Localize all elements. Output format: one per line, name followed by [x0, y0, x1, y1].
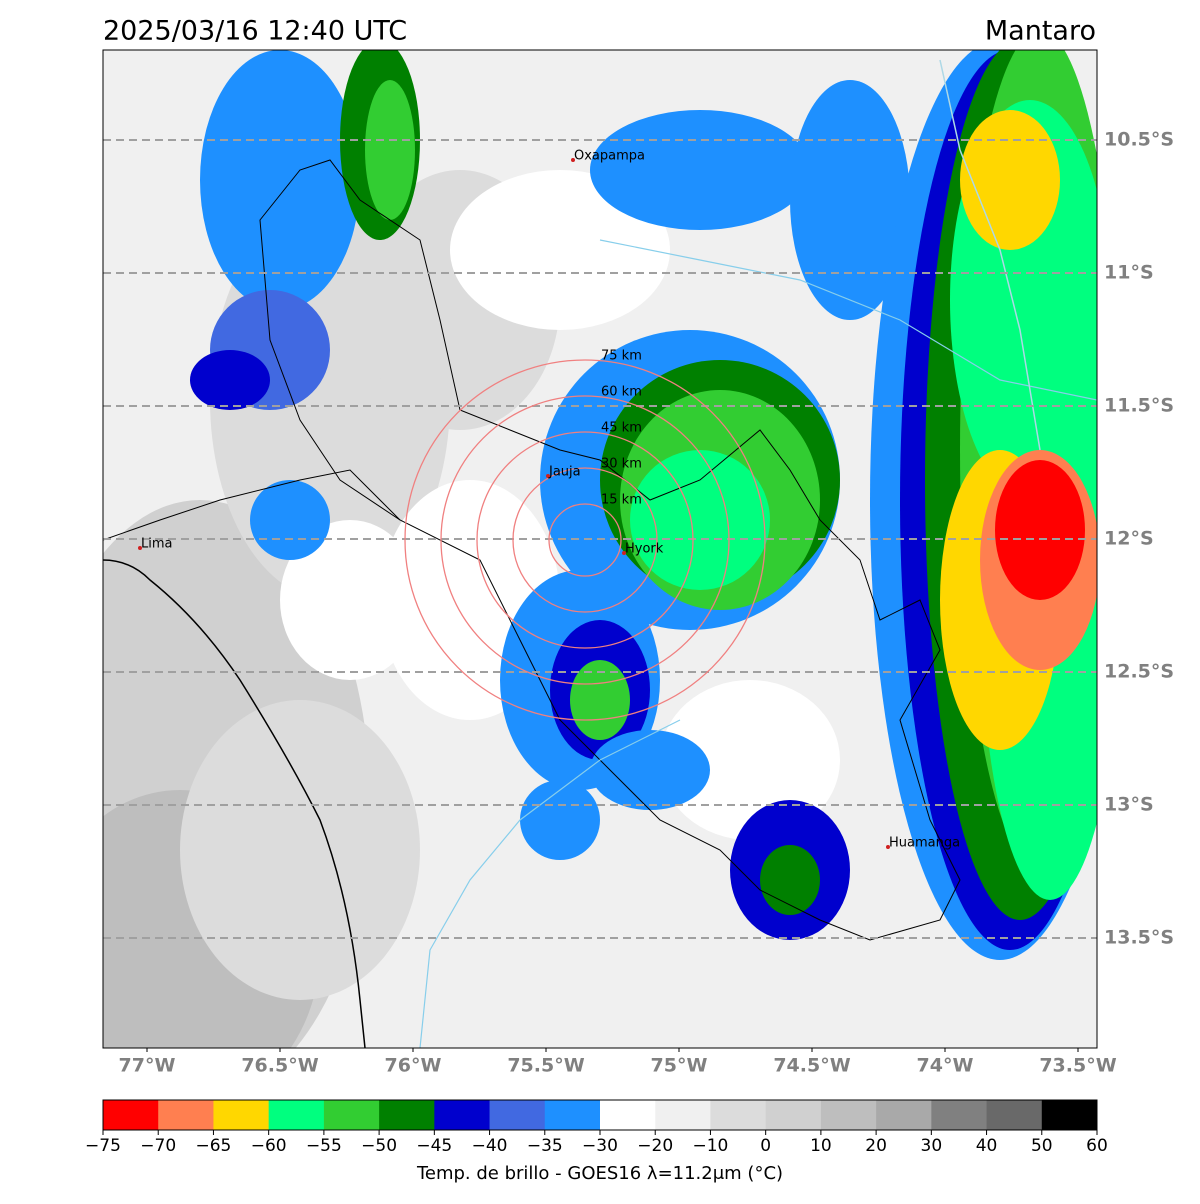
city-dot [546, 474, 550, 478]
city-label: Jauja [548, 465, 581, 480]
cloud-region [590, 110, 810, 230]
cloud-region [180, 700, 420, 1000]
lat-label: 13°S [1104, 794, 1154, 816]
colorbar-swatch [931, 1100, 988, 1130]
colorbar-tick-label: −50 [361, 1136, 397, 1156]
colorbar-tick-label: 20 [865, 1136, 887, 1156]
colorbar-swatch [103, 1100, 159, 1130]
range-ring [476, 431, 694, 649]
colorbar-swatch [655, 1100, 711, 1130]
colorbar-swatch [544, 1100, 601, 1130]
city-dot [886, 845, 890, 849]
colorbar-tick-label: −70 [140, 1136, 176, 1156]
colorbar-tick-label: 50 [1031, 1136, 1053, 1156]
colorbar-swatch [986, 1100, 1043, 1130]
lat-label: 11.5°S [1104, 395, 1174, 417]
city-dot [138, 546, 142, 550]
river [419, 719, 681, 1048]
lat-label: 12°S [1104, 528, 1154, 550]
lat-label: 11°S [1104, 262, 1154, 284]
cloud-region [190, 350, 270, 410]
cloud-region [660, 680, 840, 840]
colorbar-swatch [323, 1100, 380, 1130]
cloud-region [250, 480, 330, 560]
map [103, 50, 1097, 1048]
colorbar-swatch [876, 1100, 932, 1130]
range-ring [512, 467, 658, 613]
colorbar-label: Temp. de brillo - GOES16 λ=11.2μm (°C) [416, 1163, 783, 1184]
region-title: Mantaro [985, 16, 1096, 47]
colorbar-tick-label: −45 [416, 1136, 452, 1156]
lat-label: 12.5°S [1104, 661, 1174, 683]
lon-label: 75°W [651, 1055, 708, 1077]
river [939, 59, 1041, 451]
ring-label: 75 km [601, 349, 642, 364]
colorbar-swatch [434, 1100, 491, 1130]
cloud-region [365, 80, 415, 220]
colorbar-swatch [489, 1100, 546, 1130]
ring-label: 45 km [601, 421, 642, 436]
city-label: Hyork [625, 542, 664, 557]
colorbar-tick-label: −75 [85, 1136, 121, 1156]
ring-label: 15 km [601, 493, 642, 508]
colorbar-tick-label: 40 [976, 1136, 998, 1156]
border [103, 469, 401, 541]
colorbar-swatch [710, 1100, 767, 1130]
colorbar-tick-label: −10 [692, 1136, 728, 1156]
colorbar-swatch [268, 1100, 325, 1130]
cloud-region [960, 110, 1060, 250]
coastline [103, 559, 366, 1048]
city-dot [622, 551, 626, 555]
city-label: Lima [141, 537, 172, 552]
city-label: Huamanga [889, 836, 960, 851]
colorbar-swatch [820, 1100, 877, 1130]
lon-label: 76.5°W [241, 1055, 318, 1077]
colorbar-tick-label: −65 [195, 1136, 231, 1156]
colorbar-tick-label: −60 [251, 1136, 287, 1156]
range-ring [404, 359, 766, 721]
colorbar-tick-label: −20 [637, 1136, 673, 1156]
river [599, 239, 1097, 401]
city-label: Oxapampa [574, 149, 645, 164]
map-frame [102, 49, 1098, 1049]
title: 2025/03/16 12:40 UTC [103, 16, 407, 47]
colorbar-swatch [158, 1100, 214, 1130]
colorbar-swatch [213, 1100, 270, 1130]
ring-label: 60 km [601, 385, 642, 400]
colorbar-swatch [1041, 1100, 1098, 1130]
colorbar-tick-label: 60 [1086, 1136, 1108, 1156]
city-dot [571, 158, 575, 162]
cloud-region [200, 50, 360, 310]
lon-label: 75.5°W [507, 1055, 584, 1077]
lon-label: 76°W [385, 1055, 442, 1077]
ring-label: 30 km [601, 457, 642, 472]
colorbar-tick-label: 0 [760, 1136, 771, 1156]
cloud-region [630, 450, 770, 590]
colorbar-tick-label: −35 [527, 1136, 563, 1156]
cloud-region [590, 730, 710, 810]
colorbar-swatch [600, 1100, 656, 1130]
colorbar: −75 −70 −65 −60 −55 −50 −45 −40 −35 −30 −20 −10 0 10 2… [85, 1099, 1108, 1156]
range-ring [548, 503, 622, 577]
range-ring [440, 395, 730, 685]
colorbar-tick-label: 10 [810, 1136, 832, 1156]
cloud-region [280, 520, 420, 680]
colorbar-tick-label: −40 [472, 1136, 508, 1156]
colorbar-tick-label: 30 [921, 1136, 943, 1156]
lon-label: 74°W [917, 1055, 974, 1077]
cloud-region [995, 460, 1085, 600]
overlays: 15 km 30 km 45 km 60 km 75 km Oxapampa Jauja Hy… [103, 59, 1097, 1048]
colorbar-tick-label: −30 [582, 1136, 618, 1156]
cloud-region [520, 780, 600, 860]
colorbar-swatch [379, 1100, 435, 1130]
colorbar-swatch [765, 1100, 822, 1130]
lat-label: 10.5°S [1104, 129, 1174, 151]
lat-label: 13.5°S [1104, 927, 1174, 949]
cloud-region [450, 170, 670, 330]
lon-label: 74.5°W [773, 1055, 850, 1077]
lon-label: 73.5°W [1039, 1055, 1116, 1077]
colorbar-tick-label: −55 [306, 1136, 342, 1156]
lon-label: 77°W [119, 1055, 176, 1077]
